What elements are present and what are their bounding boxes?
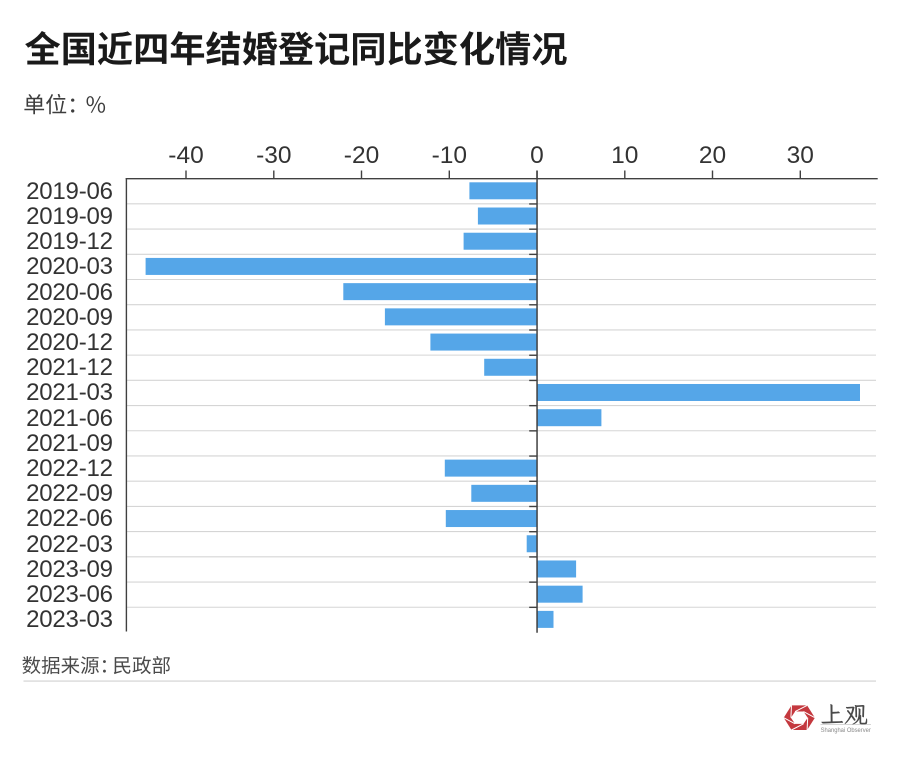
svg-text:Shanghai Observer: Shanghai Observer <box>821 727 871 734</box>
